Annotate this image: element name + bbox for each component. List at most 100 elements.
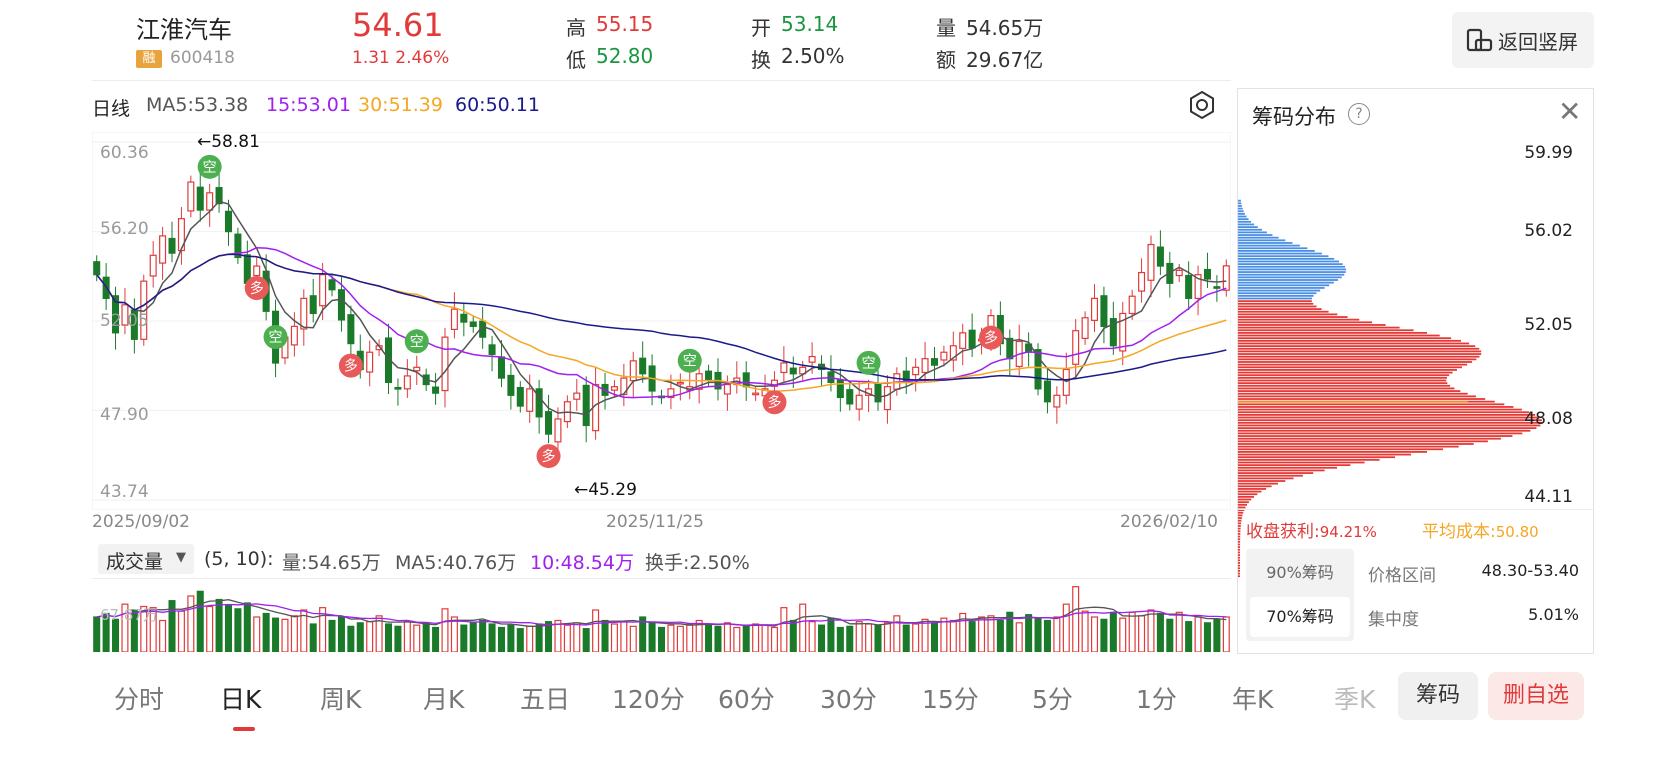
chip-bar bbox=[1238, 503, 1248, 506]
buy-signal-marker bbox=[536, 444, 561, 469]
volume-bar bbox=[855, 621, 863, 652]
help-icon[interactable]: ? bbox=[1348, 103, 1370, 125]
chip-bar bbox=[1238, 316, 1348, 318]
chip-bar bbox=[1238, 363, 1468, 366]
tab-60min[interactable]: 60分 bbox=[718, 685, 775, 714]
candle bbox=[290, 325, 298, 346]
chip-bar bbox=[1238, 300, 1312, 303]
chips-button[interactable]: 筹码 bbox=[1398, 672, 1478, 720]
candle bbox=[1109, 318, 1117, 347]
chip-bar bbox=[1238, 358, 1477, 361]
volume-bar bbox=[987, 615, 995, 652]
chip-bar bbox=[1238, 294, 1314, 297]
current-price: 54.61 bbox=[352, 6, 444, 44]
tab-120min[interactable]: 120分 bbox=[612, 685, 685, 714]
candle bbox=[752, 392, 760, 396]
tab-five-day[interactable]: 五日 bbox=[520, 685, 571, 714]
rotate-screen-icon bbox=[1466, 27, 1494, 57]
tab-monthly-k[interactable]: 月K bbox=[423, 685, 465, 714]
volume-bar bbox=[648, 622, 656, 652]
stock-name: 江淮汽车 bbox=[136, 16, 232, 44]
range-value: 48.30-53.40 bbox=[1481, 561, 1579, 580]
candle bbox=[780, 362, 788, 374]
open-value: 53.14 bbox=[781, 12, 839, 36]
tab-intraday[interactable]: 分时 bbox=[114, 685, 165, 714]
chip-distribution-panel: 筹码分布 ? ✕ 59.99 56.02 52.05 48.08 44.11 收… bbox=[1237, 88, 1594, 654]
volume-bar bbox=[1072, 586, 1080, 652]
chip-histogram bbox=[1238, 199, 1543, 578]
volume-bar bbox=[705, 624, 713, 652]
candle bbox=[149, 254, 157, 277]
candle bbox=[309, 295, 317, 315]
tab-5min[interactable]: 5分 bbox=[1032, 685, 1073, 714]
candle bbox=[930, 358, 939, 366]
candle bbox=[1062, 368, 1070, 396]
sell-signal-marker bbox=[677, 348, 702, 373]
chip-bar bbox=[1238, 488, 1267, 490]
volume-bar bbox=[545, 621, 553, 652]
volume-chart[interactable] bbox=[92, 578, 1231, 652]
volume-bar bbox=[818, 624, 826, 652]
chip-bar bbox=[1238, 533, 1241, 535]
volume-bar bbox=[592, 609, 600, 652]
chip-y-tick-0: 59.99 bbox=[1524, 143, 1573, 163]
volume-bar bbox=[112, 618, 120, 652]
candle bbox=[968, 329, 976, 349]
chip-bar bbox=[1238, 292, 1317, 295]
kline-chart[interactable]: 多多多多多空空 空空空 bbox=[92, 132, 1231, 510]
volume-bar bbox=[902, 624, 910, 652]
volume-bar bbox=[309, 623, 317, 652]
candle bbox=[808, 355, 816, 363]
volume-bar bbox=[215, 598, 223, 652]
y-tick-4: 43.74 bbox=[100, 482, 149, 502]
tab-90-chips[interactable]: 90%筹码 bbox=[1266, 563, 1334, 582]
chip-bar bbox=[1238, 575, 1241, 578]
volume-bar bbox=[253, 616, 261, 652]
candle bbox=[940, 351, 948, 361]
settings-icon[interactable] bbox=[1187, 90, 1217, 124]
tab-70-chips[interactable]: 70%筹码 bbox=[1250, 597, 1350, 637]
tab-yearly-k[interactable]: 年K bbox=[1232, 685, 1274, 714]
candle bbox=[328, 279, 336, 291]
volume-bar bbox=[883, 622, 891, 652]
volume-bar bbox=[695, 619, 703, 652]
tab-weekly-k[interactable]: 周K bbox=[320, 685, 362, 714]
candle bbox=[770, 379, 778, 387]
tab-daily-k[interactable]: 日K bbox=[220, 685, 262, 714]
volume-bar bbox=[206, 605, 214, 652]
close-icon[interactable]: ✕ bbox=[1558, 95, 1582, 128]
chip-bar bbox=[1238, 564, 1241, 567]
tab-1min[interactable]: 1分 bbox=[1136, 685, 1177, 714]
tab-quarterly-k[interactable]: 季K bbox=[1334, 685, 1376, 714]
portrait-mode-button[interactable]: 返回竖屏 bbox=[1452, 12, 1594, 68]
concentration-label: 集中度 bbox=[1368, 610, 1419, 630]
candle bbox=[337, 289, 345, 321]
chip-bar bbox=[1238, 517, 1242, 519]
chip-bar bbox=[1238, 202, 1242, 205]
chip-bar bbox=[1238, 474, 1303, 477]
tab-30min[interactable]: 30分 bbox=[820, 685, 877, 714]
volume-bar bbox=[93, 616, 101, 652]
candle bbox=[159, 235, 167, 264]
candle bbox=[403, 375, 411, 390]
chip-bar bbox=[1238, 427, 1537, 430]
chip-bar bbox=[1238, 347, 1480, 350]
tab-15min[interactable]: 15分 bbox=[922, 685, 979, 714]
candle bbox=[196, 186, 204, 211]
volume-indicator-selector[interactable]: 成交量 ▼ bbox=[98, 544, 194, 574]
volume-bar bbox=[1043, 619, 1051, 652]
remove-watchlist-button[interactable]: 删自选 bbox=[1488, 672, 1584, 720]
chip-bar bbox=[1238, 461, 1365, 464]
volume-bar bbox=[554, 619, 562, 652]
chip-bar bbox=[1238, 466, 1338, 469]
chip-bar bbox=[1238, 530, 1241, 533]
chip-bar bbox=[1238, 490, 1262, 493]
chip-bar bbox=[1238, 392, 1468, 395]
volume-bar bbox=[827, 617, 835, 652]
volume-bar bbox=[667, 624, 675, 652]
volume-bar bbox=[563, 624, 571, 652]
chip-y-tick-2: 52.05 bbox=[1524, 315, 1573, 335]
candle bbox=[319, 274, 327, 307]
period-label[interactable]: 日线 bbox=[92, 98, 131, 120]
min-annotation: ←45.29 bbox=[574, 480, 637, 500]
